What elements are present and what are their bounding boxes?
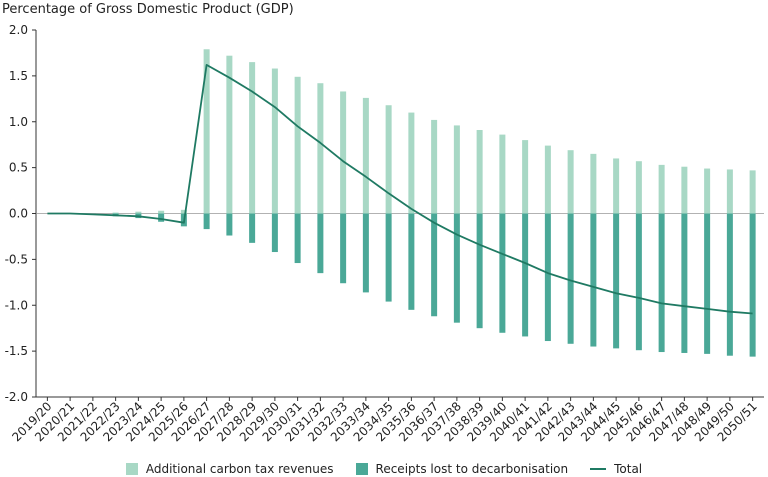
bar-carbon-tax	[749, 170, 756, 214]
legend-item-carbon-tax: Additional carbon tax revenues	[125, 461, 334, 476]
legend-label-carbon-tax: Additional carbon tax revenues	[145, 461, 334, 476]
y-tick-label: 1.5	[9, 69, 28, 83]
y-tick-label: -1.5	[5, 344, 28, 358]
chart: 2019/202020/212021/222022/232023/242024/…	[5, 23, 764, 444]
bar-carbon-tax	[340, 91, 347, 214]
legend-item-receipts-lost: Receipts lost to decarbonisation	[355, 461, 569, 476]
total-series-line	[47, 64, 753, 315]
bar-carbon-tax	[522, 140, 529, 214]
bar-carbon-tax	[635, 161, 642, 214]
legend-item-total: Total	[590, 462, 642, 476]
bar-receipts-lost	[158, 213, 165, 222]
bar-receipts-lost	[476, 213, 483, 329]
bar-receipts-lost	[704, 213, 711, 354]
bar-carbon-tax	[590, 153, 597, 214]
bars-receipts-lost	[89, 213, 756, 357]
bar-carbon-tax	[317, 83, 324, 214]
legend-label-receipts-lost: Receipts lost to decarbonisation	[375, 461, 569, 476]
bar-receipts-lost	[317, 213, 324, 274]
bar-carbon-tax	[681, 166, 688, 214]
bar-receipts-lost	[453, 213, 460, 323]
y-tick-label: -2.0	[5, 390, 28, 404]
legend-swatch-total	[590, 467, 607, 470]
y-tick-label: -0.5	[5, 252, 28, 266]
bar-receipts-lost	[590, 213, 597, 347]
y-tick-label: 0.5	[9, 161, 28, 175]
bar-carbon-tax	[226, 55, 233, 214]
bar-receipts-lost	[362, 213, 369, 293]
bar-receipts-lost	[249, 213, 256, 243]
bar-carbon-tax	[499, 134, 506, 214]
bar-carbon-tax	[180, 209, 187, 214]
legend-label-total: Total	[614, 461, 643, 476]
y-axis-label: Percentage of Gross Domestic Product (GD…	[2, 2, 294, 17]
bar-receipts-lost	[567, 213, 574, 344]
y-tick-label: -1.0	[5, 298, 28, 312]
bar-carbon-tax	[112, 212, 119, 214]
y-tick-label: 1.0	[9, 115, 28, 129]
bar-receipts-lost	[294, 213, 301, 264]
bar-carbon-tax	[726, 169, 733, 214]
bar-carbon-tax	[271, 68, 278, 214]
bar-receipts-lost	[271, 213, 278, 253]
bar-carbon-tax	[476, 130, 483, 214]
legend-swatch-receipts-lost	[355, 462, 368, 475]
bar-receipts-lost	[613, 213, 620, 349]
bar-carbon-tax	[203, 49, 210, 214]
y-tick-labels: 2.0 1.5 1.0 0.5 0.0 -0.5 -1.0 -1.5 -2.0	[5, 23, 28, 404]
y-tick-label: 0.0	[9, 207, 28, 221]
bar-carbon-tax	[135, 211, 142, 214]
legend-swatch-carbon-tax	[125, 462, 138, 475]
bar-receipts-lost	[544, 213, 551, 342]
bar-receipts-lost	[203, 213, 210, 230]
bar-receipts-lost	[340, 213, 347, 284]
bar-carbon-tax	[613, 158, 620, 214]
bar-receipts-lost	[681, 213, 688, 353]
bar-carbon-tax	[658, 164, 665, 214]
bar-carbon-tax	[362, 97, 369, 214]
bar-carbon-tax	[704, 168, 711, 214]
bar-receipts-lost	[522, 213, 529, 337]
total-line	[47, 64, 753, 315]
x-tick-labels: 2019/202020/212021/222022/232023/242024/…	[9, 399, 759, 444]
bar-carbon-tax	[544, 145, 551, 214]
bar-receipts-lost	[431, 213, 438, 317]
bar-carbon-tax	[408, 112, 415, 214]
bar-receipts-lost	[408, 213, 415, 310]
axes	[32, 29, 764, 401]
bar-carbon-tax	[294, 76, 301, 214]
bars-carbon-tax	[112, 49, 756, 214]
bar-receipts-lost	[635, 213, 642, 351]
bar-carbon-tax	[567, 150, 574, 214]
bar-carbon-tax	[431, 119, 438, 214]
bar-carbon-tax	[158, 210, 165, 214]
bar-receipts-lost	[226, 213, 233, 236]
bar-carbon-tax	[453, 125, 460, 214]
bar-receipts-lost	[658, 213, 665, 353]
bar-receipts-lost	[726, 213, 733, 356]
bar-receipts-lost	[385, 213, 392, 302]
y-tick-label: 2.0	[9, 23, 28, 37]
bar-carbon-tax	[385, 105, 392, 214]
bar-receipts-lost	[749, 213, 756, 357]
bar-receipts-lost	[499, 213, 506, 333]
legend: Additional carbon tax revenues Receipts …	[0, 460, 768, 477]
bar-carbon-tax	[249, 62, 256, 214]
